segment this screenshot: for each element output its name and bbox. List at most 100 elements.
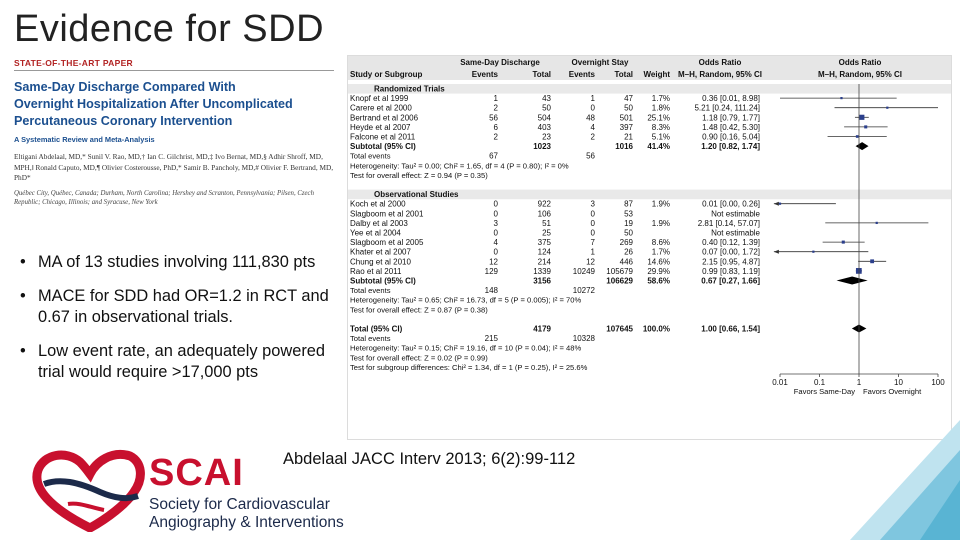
study-label: Rao et al 2011 bbox=[350, 267, 402, 276]
cell-odds-ratio: 2.81 [0.14, 57.07] bbox=[698, 219, 760, 228]
forest-note: Heterogeneity: Tau² = 0.00; Chi² = 1.65,… bbox=[350, 161, 569, 170]
study-label: Bertrand et al 2006 bbox=[350, 113, 419, 122]
section-label: Observational Studies bbox=[374, 190, 459, 199]
cell-odds-ratio: 0.99 [0.83, 1.19] bbox=[702, 267, 760, 276]
study-marker bbox=[859, 114, 865, 120]
cell-odds-ratio: 0.67 [0.27, 1.66] bbox=[701, 277, 760, 286]
cell-total-sdd: 106 bbox=[538, 209, 552, 218]
cell-events-overnight: 7 bbox=[591, 238, 596, 247]
cell-weight: 1.9% bbox=[652, 219, 670, 228]
forest-section-bg bbox=[348, 189, 951, 200]
study-label: Chung et al 2010 bbox=[350, 257, 411, 266]
ci-arrow bbox=[773, 249, 779, 254]
cell-weight: 25.1% bbox=[647, 113, 670, 122]
bullet-list: • MA of 13 studies involving 111,830 pts … bbox=[18, 252, 340, 396]
header-group-overnight: Overnight Stay bbox=[572, 58, 629, 67]
cell-weight: 5.1% bbox=[652, 133, 670, 142]
study-label: Khater et al 2007 bbox=[350, 248, 411, 257]
study-label: Carere et al 2000 bbox=[350, 104, 412, 113]
cell-odds-ratio: 0.40 [0.12, 1.39] bbox=[702, 238, 760, 247]
cell-odds-ratio: 1.18 [0.79, 1.77] bbox=[702, 113, 760, 122]
cell-total-sdd: 1339 bbox=[533, 267, 551, 276]
bullet-text: MA of 13 studies involving 111,830 pts bbox=[38, 253, 316, 271]
paper-kicker: STATE-OF-THE-ART PAPER bbox=[14, 58, 133, 68]
paper-subtitle: A Systematic Review and Meta-Analysis bbox=[14, 135, 155, 144]
cell-odds-ratio: 2.15 [0.95, 4.87] bbox=[702, 257, 760, 266]
cell-total-sdd: 23 bbox=[542, 133, 551, 142]
paper-title-line: Overnight Hospitalization After Uncompli… bbox=[14, 97, 293, 111]
study-marker bbox=[855, 135, 859, 138]
cell-weight: 1.7% bbox=[652, 248, 670, 257]
corner-decoration bbox=[850, 420, 960, 540]
cell-events-overnight: 0 bbox=[591, 209, 596, 218]
cell-total-sdd: 50 bbox=[542, 104, 551, 113]
cell-odds-ratio: 0.90 [0.16, 5.04] bbox=[702, 133, 760, 142]
cell-events-overnight: 10272 bbox=[573, 286, 596, 295]
x-axis-tick-label: 10 bbox=[894, 378, 903, 387]
bullet-text: MACE for SDD had OR=1.2 in RCT and 0.67 … bbox=[38, 287, 329, 326]
cell-events-sdd: 2 bbox=[494, 133, 499, 142]
cell-total-overnight: 269 bbox=[620, 238, 634, 247]
cell-odds-ratio: 1.48 [0.42, 5.30] bbox=[702, 123, 760, 132]
cell-events-overnight: 0 bbox=[591, 229, 596, 238]
forest-note: Test for overall effect: Z = 0.94 (P = 0… bbox=[350, 171, 488, 180]
cell-total-sdd: 922 bbox=[538, 200, 552, 209]
paper-authors: Eltigani Abdelaal, MD,* Sunil V. Rao, MD… bbox=[14, 152, 334, 182]
header-group-or: Odds Ratio bbox=[699, 58, 742, 67]
logo-line-1: Society for Cardiovascular bbox=[149, 496, 330, 513]
study-label: Yee et al 2004 bbox=[350, 229, 401, 238]
cell-odds-ratio: 0.07 [0.00, 1.72] bbox=[702, 248, 760, 257]
column-header: Events bbox=[569, 70, 596, 79]
cell-events-overnight: 1 bbox=[591, 248, 596, 257]
cell-events-sdd: 0 bbox=[494, 209, 499, 218]
forest-header-bg bbox=[348, 56, 951, 80]
cell-odds-ratio: 1.00 [0.66, 1.54] bbox=[701, 325, 760, 334]
paper-title-line: Percutaneous Coronary Intervention bbox=[14, 114, 233, 128]
bullet-item: • MA of 13 studies involving 111,830 pts bbox=[18, 252, 340, 273]
logo-wordmark: SCAI bbox=[149, 452, 244, 494]
cell-total-overnight: 47 bbox=[624, 94, 633, 103]
cell-total-sdd: 4179 bbox=[533, 325, 551, 334]
section-label: Randomized Trials bbox=[374, 85, 445, 94]
bullet-item: • Low event rate, an adequately powered t… bbox=[18, 341, 340, 383]
cell-weight: 8.3% bbox=[652, 123, 670, 132]
cell-events-sdd: 0 bbox=[494, 229, 499, 238]
cell-total-overnight: 106629 bbox=[606, 277, 633, 286]
cell-total-overnight: 21 bbox=[624, 133, 633, 142]
cell-total-sdd: 124 bbox=[538, 248, 552, 257]
header-group-sdd: Same-Day Discharge bbox=[460, 58, 540, 67]
x-axis-tick-label: 0.1 bbox=[814, 378, 826, 387]
cell-events-sdd: 1 bbox=[494, 94, 499, 103]
cell-weight: 29.9% bbox=[647, 267, 670, 276]
cell-odds-ratio: 0.01 [0.00, 0.26] bbox=[702, 200, 760, 209]
cell-odds-ratio: Not estimable bbox=[711, 229, 760, 238]
column-header: Events bbox=[472, 70, 499, 79]
cell-total-overnight: 107645 bbox=[606, 325, 633, 334]
study-label: Slagboom et al 2001 bbox=[350, 209, 424, 218]
cell-total-overnight: 397 bbox=[620, 123, 634, 132]
header-group-plot: Odds Ratio bbox=[839, 58, 882, 67]
cell-events-overnight: 4 bbox=[591, 123, 596, 132]
cell-events-overnight: 2 bbox=[591, 133, 596, 142]
logo-line-2: Angiography & Interventions bbox=[149, 514, 344, 531]
column-header: Weight bbox=[643, 70, 670, 79]
pooled-diamond bbox=[836, 276, 868, 285]
study-label: Koch et al 2000 bbox=[350, 200, 406, 209]
cell-events-overnight: 48 bbox=[586, 113, 595, 122]
study-marker bbox=[875, 221, 878, 225]
column-header: Total bbox=[614, 70, 633, 79]
study-label: Slagboom et al 2005 bbox=[350, 238, 424, 247]
citation: Abdelaal JACC Interv 2013; 6(2):99-112 bbox=[283, 450, 576, 468]
forest-note: Test for subgroup differences: Chi² = 1.… bbox=[350, 363, 588, 372]
cell-events-sdd: 6 bbox=[494, 123, 499, 132]
x-axis-tick-label: 100 bbox=[931, 378, 945, 387]
forest-note: Heterogeneity: Tau² = 0.15; Chi² = 19.16… bbox=[350, 344, 582, 353]
cell-events-overnight: 12 bbox=[586, 257, 595, 266]
study-marker bbox=[840, 96, 843, 100]
x-axis-tick-label: 1 bbox=[857, 378, 862, 387]
cell-events-sdd: 129 bbox=[485, 267, 499, 276]
cell-events-sdd: 67 bbox=[489, 152, 498, 161]
study-label: Total (95% CI) bbox=[350, 325, 403, 334]
forest-plot: Same-Day Discharge Overnight Stay Odds Rat… bbox=[347, 55, 952, 440]
cell-events-overnight: 0 bbox=[591, 104, 596, 113]
